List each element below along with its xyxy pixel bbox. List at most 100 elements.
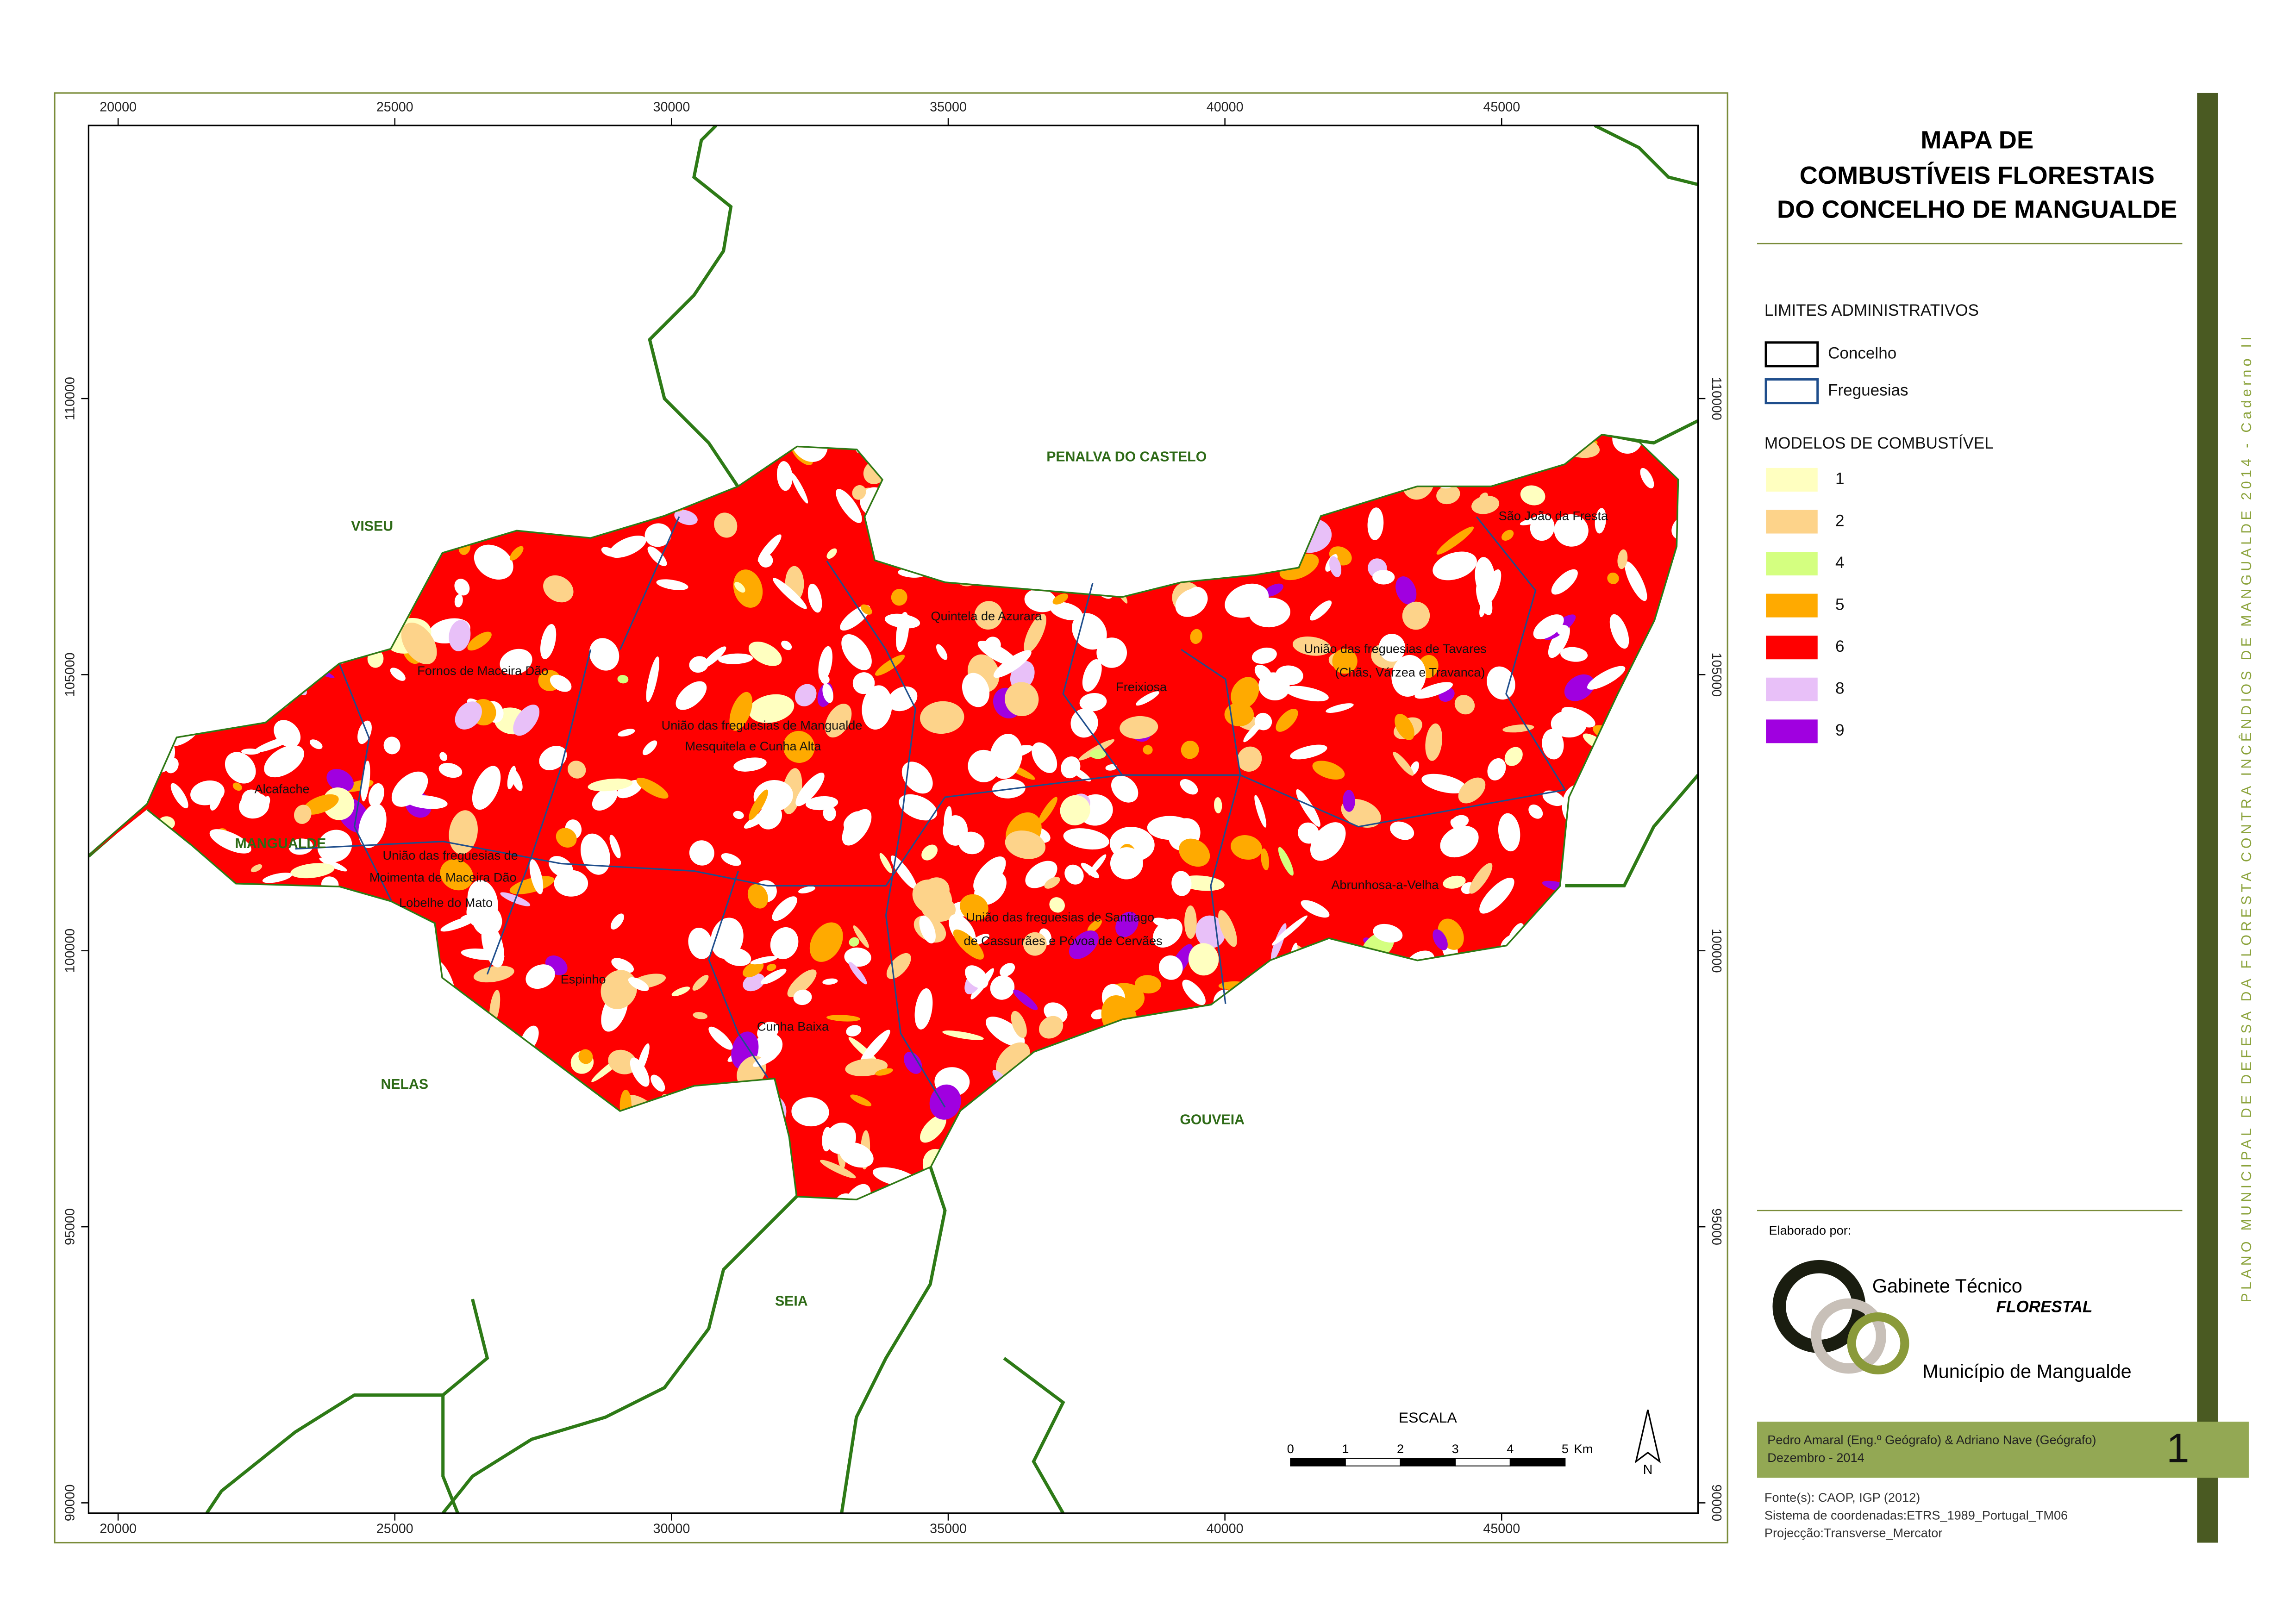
org-name: Município de Mangualde [1922, 1361, 2132, 1382]
border-line [1565, 774, 1698, 887]
legend-title: MODELOS DE COMBUSTÍVEL [1764, 434, 1994, 452]
fuel-patch [617, 780, 643, 799]
fuel-patch [1520, 485, 1545, 506]
parish-label: Espinho [561, 972, 606, 986]
fuel-patch [1060, 795, 1090, 825]
fuel-patch [303, 794, 339, 815]
fuel-patch [1050, 602, 1082, 620]
org-name: FLORESTAL [1996, 1298, 2093, 1316]
fuel-patch [1343, 790, 1355, 812]
fuel-patch [170, 783, 188, 809]
fuel-patch [772, 578, 807, 609]
fuel-patch [993, 650, 1032, 678]
x-tick-label: 20000 [100, 1521, 137, 1536]
fuel-patch [1391, 655, 1426, 697]
fuel-patch [509, 546, 524, 561]
fuel-patch [589, 638, 619, 671]
fuel-patch [1182, 980, 1206, 1005]
fuel-patch [674, 510, 698, 525]
parish-label: Fornos de Maceira Dão [417, 663, 548, 678]
fuel-patch [467, 880, 498, 924]
y-tick-label: 110000 [1709, 377, 1724, 420]
parish-label: Moimenta de Maceira Dão [369, 870, 517, 885]
fuel-patch [290, 863, 335, 879]
fuel-patch [1560, 647, 1588, 662]
side-bar [2197, 93, 2218, 1543]
north-label: N [1643, 1462, 1653, 1477]
fuel-patch [1135, 975, 1161, 994]
fuel-patch [853, 925, 869, 948]
scale-bg [1270, 1395, 1683, 1498]
fuel-patch [1533, 614, 1564, 640]
legend-swatch [1766, 552, 1818, 576]
fuel-patch [1373, 924, 1403, 943]
fuel-patch [1501, 530, 1514, 541]
legend-swatch [1766, 510, 1818, 534]
fuel-patch [1443, 875, 1466, 889]
fuel-patch [676, 681, 707, 710]
fuel-patch [783, 730, 815, 763]
fuel-patch [1068, 765, 1091, 782]
fuel-patch [1254, 795, 1267, 828]
neighbour-label: SEIA [775, 1294, 808, 1309]
fuel-patch [1249, 597, 1290, 628]
credit-label: Elaborado por: [1769, 1223, 1852, 1237]
x-tick-label: 30000 [653, 1521, 690, 1536]
fuel-patch [1038, 797, 1057, 824]
parish-label: Freixiosa [1116, 680, 1167, 694]
fuel-patch [1049, 897, 1065, 913]
border-line [205, 1298, 489, 1513]
fuel-patch [860, 1030, 890, 1064]
fuel-patch [543, 575, 574, 603]
fuel-patch [617, 674, 629, 684]
fuel-patch [467, 631, 492, 651]
fuel-patch [1587, 666, 1626, 690]
fuel-patch [793, 989, 812, 1005]
fuel-patch [743, 961, 764, 978]
fuel-patch [1372, 570, 1395, 585]
fuel-patch [729, 692, 753, 731]
fuel-patch [1147, 816, 1194, 840]
fuel-patch [1554, 514, 1589, 547]
legend-label: 6 [1835, 637, 1845, 655]
border-line [648, 125, 740, 488]
scale-segment [1345, 1458, 1401, 1467]
fuel-patch [1251, 647, 1277, 664]
fuel-patch [473, 966, 514, 983]
fuel-patch [1184, 905, 1197, 939]
legend-swatch [1764, 378, 1819, 405]
fuel-patch [1479, 599, 1487, 618]
fuel-patch [1081, 862, 1099, 879]
fuel-patch [609, 536, 646, 558]
scale-title: ESCALA [1399, 1409, 1458, 1426]
legend-swatch [1766, 636, 1818, 660]
legend-label: 9 [1835, 721, 1845, 739]
fuel-patch [294, 805, 312, 824]
fuel-patch [651, 1074, 665, 1092]
x-tick-label: 30000 [653, 100, 690, 114]
fuel-patch [822, 1127, 832, 1152]
fuel-patch [628, 977, 649, 991]
fuel-patch [636, 777, 669, 799]
fuel-patch [592, 787, 618, 811]
fuel-patch [807, 583, 822, 613]
fuel-patch [1436, 485, 1460, 505]
parish-label: de Cassurrães e Póvoa de Cervães [964, 934, 1163, 948]
fuel-patch [588, 778, 633, 792]
fuel-patch [656, 579, 688, 590]
x-tick-label: 40000 [1207, 1521, 1244, 1536]
fuel-patch [879, 853, 892, 874]
fuel-patch [556, 828, 577, 848]
fuel-patch [944, 806, 952, 830]
fuel-patch [760, 968, 787, 985]
scale-segment [1455, 1458, 1511, 1467]
fuel-patch [209, 829, 251, 854]
fuel-patch [529, 859, 544, 894]
fuel-patch [1285, 686, 1329, 702]
fuel-patch [1329, 556, 1342, 577]
fuel-patch [843, 1184, 871, 1199]
fuel-patch [578, 1049, 593, 1064]
fuel-patch [1479, 877, 1514, 914]
fuel-patch [776, 461, 793, 491]
fuel-patch [540, 624, 557, 659]
